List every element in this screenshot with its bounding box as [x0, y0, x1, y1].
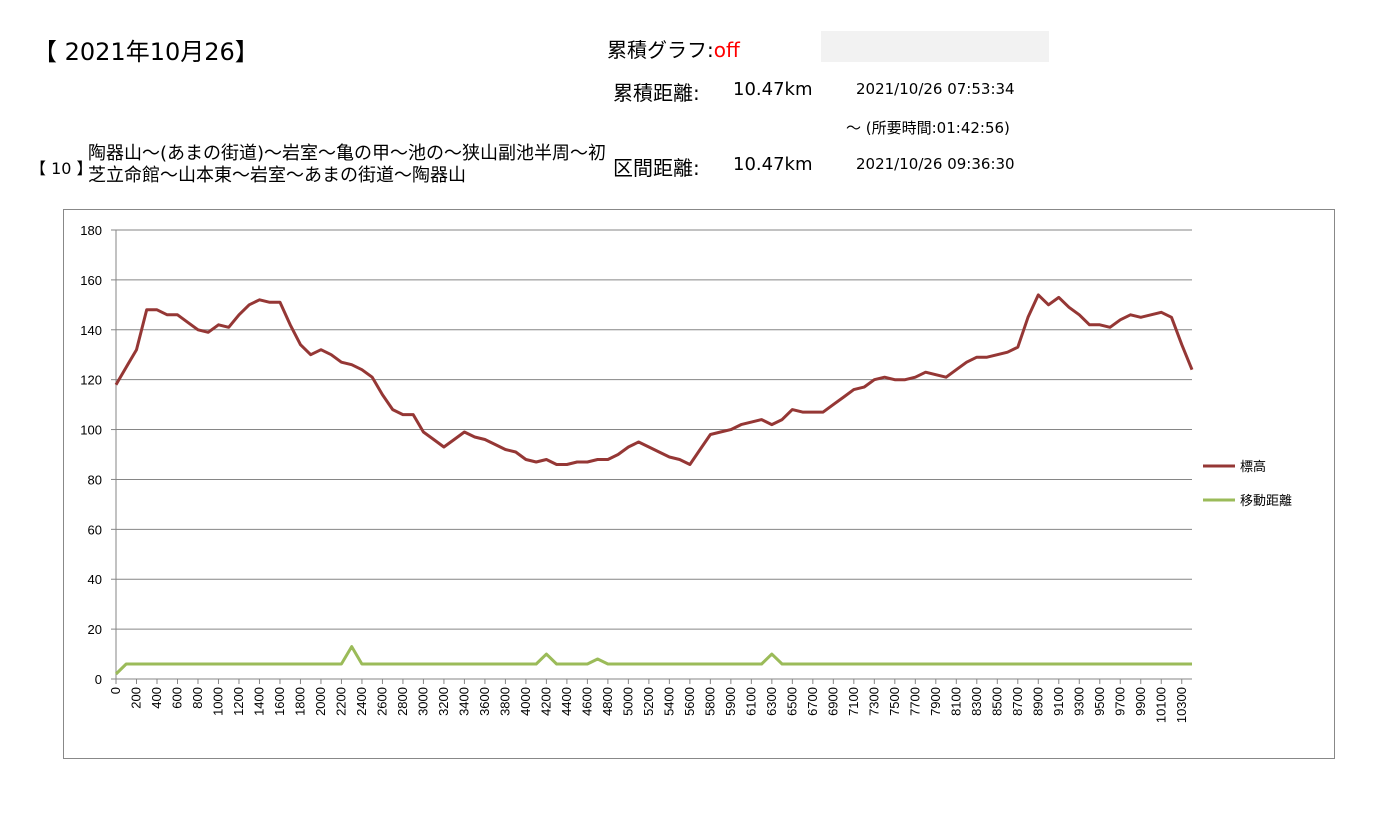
x-tick-label: 2600: [374, 687, 389, 716]
x-tick-label: 8700: [1010, 687, 1025, 716]
x-tick-label: 2000: [313, 687, 328, 716]
x-tick-label: 9100: [1051, 687, 1066, 716]
x-tick-label: 3400: [456, 687, 471, 716]
x-tick-label: 9700: [1112, 687, 1127, 716]
x-tick-label: 2200: [333, 687, 348, 716]
y-tick-label: 40: [88, 572, 102, 587]
graph-mode: 累積グラフ:off: [607, 34, 740, 63]
value: off: [713, 38, 740, 62]
x-tick-label: 5000: [620, 687, 635, 716]
y-tick-label: 120: [80, 373, 102, 388]
x-tick-label: 1000: [210, 687, 225, 716]
x-tick-label: 600: [169, 687, 184, 709]
y-tick-label: 180: [80, 223, 102, 238]
x-tick-label: 8900: [1030, 687, 1045, 716]
route: 陶器山～(あまの街道)～岩室～亀の甲～池の～狭山副池半周～初芝立命館～山本東～岩…: [88, 143, 607, 186]
page-title: 【 2021年10月26】: [33, 38, 259, 66]
y-tick-label: 160: [80, 273, 102, 288]
x-tick-label: 7300: [866, 687, 881, 716]
series-line: [114, 293, 1194, 466]
x-tick-label: 9500: [1092, 687, 1107, 716]
end-time: 2021/10/26 09:36:30: [856, 155, 1015, 173]
x-tick-label: 2400: [354, 687, 369, 716]
x-tick-label: 7500: [887, 687, 902, 716]
x-tick-label: 6700: [805, 687, 820, 716]
x-tick-label: 10300: [1174, 687, 1189, 723]
x-tick-label: 5900: [723, 687, 738, 716]
legend-label: 標高: [1240, 459, 1266, 475]
x-tick-label: 8100: [948, 687, 963, 716]
x-tick-label: 0: [108, 687, 123, 694]
x-tick-label: 1600: [272, 687, 287, 716]
y-tick-label: 80: [88, 472, 102, 487]
x-tick-label: 6100: [743, 687, 758, 716]
x-tick-label: 7100: [846, 687, 861, 716]
x-tick-label: 9900: [1133, 687, 1148, 716]
x-tick-label: 4800: [600, 687, 615, 716]
section-distance: 10.47km: [733, 154, 813, 175]
route-number: 【 10 】: [30, 159, 93, 178]
x-tick-label: 4600: [579, 687, 594, 716]
x-tick-label: 8500: [989, 687, 1004, 716]
input-box: [821, 31, 1049, 62]
x-tick-label: 9300: [1071, 687, 1086, 716]
legend-label: 移動距離: [1240, 494, 1292, 509]
x-tick-label: 5600: [682, 687, 697, 716]
x-tick-label: 5400: [661, 687, 676, 716]
duration: ～ (所要時間:01:42:56): [846, 119, 1010, 137]
x-tick-label: 2800: [395, 687, 410, 716]
y-tick-label: 20: [88, 622, 102, 637]
x-tick-label: 4400: [559, 687, 574, 716]
section-label: 区間距離:: [613, 156, 700, 180]
y-tick-label: 0: [95, 672, 102, 687]
x-tick-label: 200: [128, 687, 143, 709]
x-tick-label: 6900: [825, 687, 840, 716]
x-tick-label: 400: [149, 687, 164, 709]
cumulative-label: 累積距離:: [613, 81, 700, 105]
x-tick-label: 8300: [969, 687, 984, 716]
label: 累積グラフ:: [607, 38, 714, 62]
x-tick-label: 4000: [518, 687, 533, 716]
x-tick-label: 1200: [231, 687, 246, 716]
cumulative-distance: 10.47km: [733, 79, 813, 100]
chart-frame: [63, 209, 1335, 759]
y-tick-label: 100: [80, 423, 102, 438]
x-tick-label: 5800: [702, 687, 717, 716]
x-tick-label: 3800: [497, 687, 512, 716]
x-tick-label: 7700: [907, 687, 922, 716]
series-line: [114, 645, 1192, 676]
x-tick-label: 1800: [292, 687, 307, 716]
x-tick-label: 10100: [1153, 687, 1168, 723]
x-tick-label: 6300: [764, 687, 779, 716]
x-tick-label: 5200: [641, 687, 656, 716]
y-tick-label: 140: [80, 323, 102, 338]
x-tick-label: 4200: [538, 687, 553, 716]
y-tick-label: 60: [88, 522, 102, 537]
x-tick-label: 7900: [928, 687, 943, 716]
x-tick-label: 800: [190, 687, 205, 709]
x-tick-label: 1400: [251, 687, 266, 716]
x-tick-label: 3000: [415, 687, 430, 716]
x-tick-label: 3200: [436, 687, 451, 716]
start-time: 2021/10/26 07:53:34: [856, 80, 1015, 98]
x-tick-label: 3600: [477, 687, 492, 716]
x-tick-label: 6500: [784, 687, 799, 716]
